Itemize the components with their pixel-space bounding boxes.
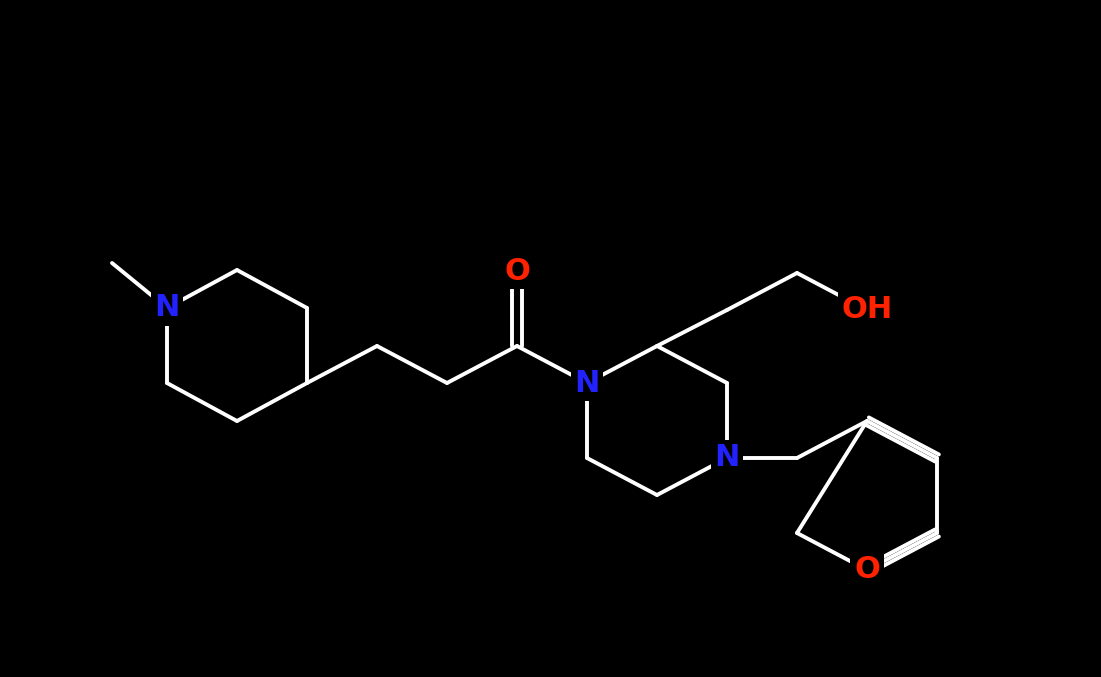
Text: OH: OH — [841, 295, 893, 324]
Text: N: N — [154, 294, 179, 322]
Text: O: O — [504, 257, 530, 286]
Text: N: N — [575, 368, 600, 397]
Text: N: N — [715, 443, 740, 473]
Text: O: O — [854, 556, 880, 584]
